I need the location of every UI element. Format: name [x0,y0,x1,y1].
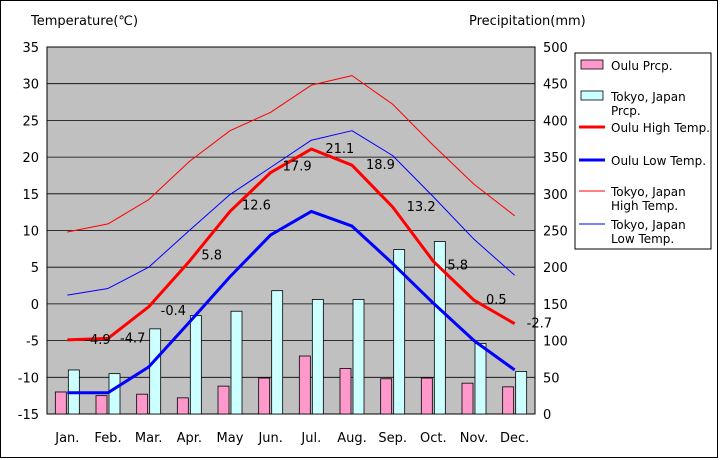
bar-oulu-prcp [339,368,352,415]
bar-oulu-prcp [217,385,230,415]
bar-tokyo-prcp [474,343,487,415]
data-label: 5.8 [201,248,222,263]
right-tick-label: 500 [543,41,568,56]
right-axis-title: Precipitation(mm) [469,14,586,29]
data-label: 0.5 [486,293,507,308]
bar-tokyo-prcp [230,310,243,415]
right-tick-label: 100 [543,335,568,350]
x-tick-label: Jul. [300,431,321,446]
x-tick-label: Oct. [420,431,447,446]
data-label: 5.8 [447,258,468,273]
bar-tokyo-prcp [271,290,284,415]
legend-label: Tokyo, Japan Prcp. [610,90,690,118]
bar-oulu-prcp [258,377,271,415]
bar-tokyo-prcp [433,241,446,415]
bar-oulu-prcp [380,378,393,415]
x-tick-label: Nov. [460,431,489,446]
bar-tokyo-prcp [352,299,365,415]
plot-area: 35302520151050-5-10-15500450400350300250… [18,41,568,446]
x-tick-label: May [217,431,244,446]
right-tick-label: 250 [543,225,568,240]
left-tick-label: 30 [22,78,39,93]
bar-oulu-prcp [176,397,189,415]
x-tick-label: Sep. [378,431,407,446]
right-tick-label: 200 [543,261,568,276]
legend: Oulu Prcp. Tokyo, Japan Prcp. Oulu High Te… [574,52,712,250]
x-tick-label: Mar. [135,431,162,446]
left-tick-label: 5 [31,261,39,276]
right-tick-label: 350 [543,151,568,166]
bar-tokyo-prcp [393,249,406,415]
data-label: 12.6 [242,198,271,213]
x-tick-label: Jun. [257,431,282,446]
bar-oulu-prcp [136,393,149,415]
left-tick-label: 15 [22,188,39,203]
data-label: -4.7 [120,331,145,346]
data-label: -2.7 [527,317,552,332]
right-tick-label: 150 [543,298,568,313]
x-tick-label: Aug. [337,431,367,446]
bar-oulu-prcp [298,355,311,415]
data-label: -0.4 [161,304,186,319]
legend-label: Oulu High Temp. [611,121,710,135]
bar-tokyo-prcp [108,373,121,415]
left-tick-label: 35 [22,41,39,56]
left-tick-label: 10 [22,225,39,240]
right-tick-label: 400 [543,114,568,129]
data-label: 17.9 [283,160,312,175]
bar-oulu-prcp [95,395,108,415]
legend-label: Tokyo, Japan Low Temp. [610,218,690,246]
x-tick-label: Feb. [94,431,121,446]
line-oulu-high-temp [67,147,516,342]
right-tick-label: 0 [543,408,551,423]
bar-tokyo-prcp [515,371,528,415]
line-tokyo-japan-low-temp [67,130,515,296]
left-tick-label: -5 [26,335,39,350]
data-label: 18.9 [366,158,395,173]
legend-label: Oulu Low Temp. [611,154,706,168]
bar-oulu-prcp [461,382,474,415]
left-tick-label: 0 [31,298,39,313]
legend-swatch [580,59,604,70]
bar-tokyo-prcp [189,315,202,415]
left-axis-title: Temperature(℃) [30,14,138,29]
legend-swatch [580,90,604,101]
left-tick-label: 25 [22,114,39,129]
legend-label: Tokyo, Japan High Temp. [610,185,690,213]
bar-oulu-prcp [420,377,433,415]
data-label: -4.9 [85,333,110,348]
right-tick-label: 50 [543,371,560,386]
left-tick-label: 20 [22,151,39,166]
legend-label: Oulu Prcp. [611,59,673,73]
right-tick-label: 450 [543,78,568,93]
line-oulu-low-temp [67,209,516,395]
x-tick-label: Dec. [500,431,529,446]
line-tokyo-japan-high-temp [67,75,515,233]
left-tick-label: -15 [18,408,39,423]
bar-oulu-prcp [502,386,515,415]
x-tick-label: Jan. [54,431,79,446]
bar-tokyo-prcp [149,328,162,415]
bar-oulu-prcp [54,391,67,415]
right-tick-label: 300 [543,188,568,203]
data-label: 13.2 [407,200,436,215]
x-tick-label: Apr. [177,431,202,446]
left-tick-label: -10 [18,371,39,386]
legend-box [574,52,712,250]
bar-tokyo-prcp [311,299,324,415]
data-label: 21.1 [325,142,354,157]
